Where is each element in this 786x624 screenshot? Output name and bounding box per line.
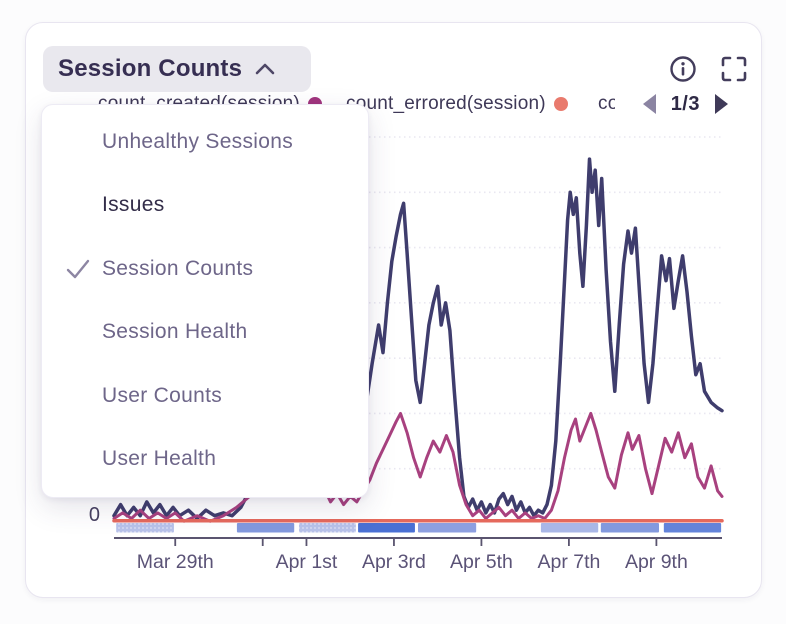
chevron-left-icon	[642, 94, 656, 114]
chart-selector-menu: Unhealthy Sessions Issues Session Counts…	[41, 104, 369, 498]
chevron-up-icon	[255, 63, 275, 75]
svg-text:0: 0	[89, 504, 100, 526]
header-actions	[667, 53, 749, 88]
fullscreen-icon	[721, 56, 747, 82]
menu-item-label: User Counts	[102, 383, 223, 407]
menu-item-label: Unhealthy Sessions	[102, 129, 294, 153]
checkmark-icon	[66, 259, 90, 278]
menu-item-user-health[interactable]: User Health	[42, 428, 368, 492]
legend-next-button[interactable]	[711, 93, 731, 115]
svg-text:Apr 3rd: Apr 3rd	[362, 551, 426, 573]
legend-color-dot	[553, 97, 568, 111]
menu-item-label: User Health	[102, 447, 217, 471]
legend-pager: 1/3	[640, 91, 731, 117]
menu-item-label: Session Counts	[102, 256, 254, 280]
menu-item-issues[interactable]: Issues	[42, 174, 368, 238]
chart-selector-button[interactable]: Session Counts	[43, 46, 311, 92]
chart-plot-area[interactable]: Mar 29th Apr 1st Apr 3rd Apr 5th Apr 7th Apr …	[26, 23, 763, 599]
menu-item-session-health[interactable]: Session Health	[42, 301, 368, 365]
legend-prev-button[interactable]	[640, 93, 660, 115]
chart-selector-label: Session Counts	[58, 55, 243, 82]
legend-label: count_errored(session)	[346, 93, 546, 114]
svg-text:Apr 7th: Apr 7th	[537, 551, 600, 573]
menu-item-label: Session Health	[102, 320, 248, 344]
svg-text:Apr 9th: Apr 9th	[625, 551, 688, 573]
legend-label: count_crashed(session)	[598, 93, 615, 114]
legend-item-count-errored[interactable]: count_errored(session)	[346, 91, 568, 117]
menu-item-label: Issues	[102, 193, 165, 217]
info-button[interactable]	[667, 53, 699, 88]
legend-page-indicator: 1/3	[670, 92, 700, 115]
menu-item-session-counts[interactable]: Session Counts	[42, 237, 368, 301]
legend-item-clipped[interactable]: count_crashed(session)	[598, 91, 615, 117]
menu-item-user-counts[interactable]: User Counts	[42, 364, 368, 428]
svg-text:Apr 5th: Apr 5th	[450, 551, 513, 573]
fullscreen-button[interactable]	[719, 53, 749, 88]
svg-text:Mar 29th: Mar 29th	[137, 551, 214, 573]
menu-item-unhealthy-sessions[interactable]: Unhealthy Sessions	[42, 110, 368, 174]
chevron-right-icon	[715, 94, 728, 114]
svg-text:Apr 1st: Apr 1st	[276, 551, 338, 573]
info-icon	[670, 56, 696, 82]
chart-widget-card: Mar 29th Apr 1st Apr 3rd Apr 5th Apr 7th Apr …	[25, 22, 762, 598]
